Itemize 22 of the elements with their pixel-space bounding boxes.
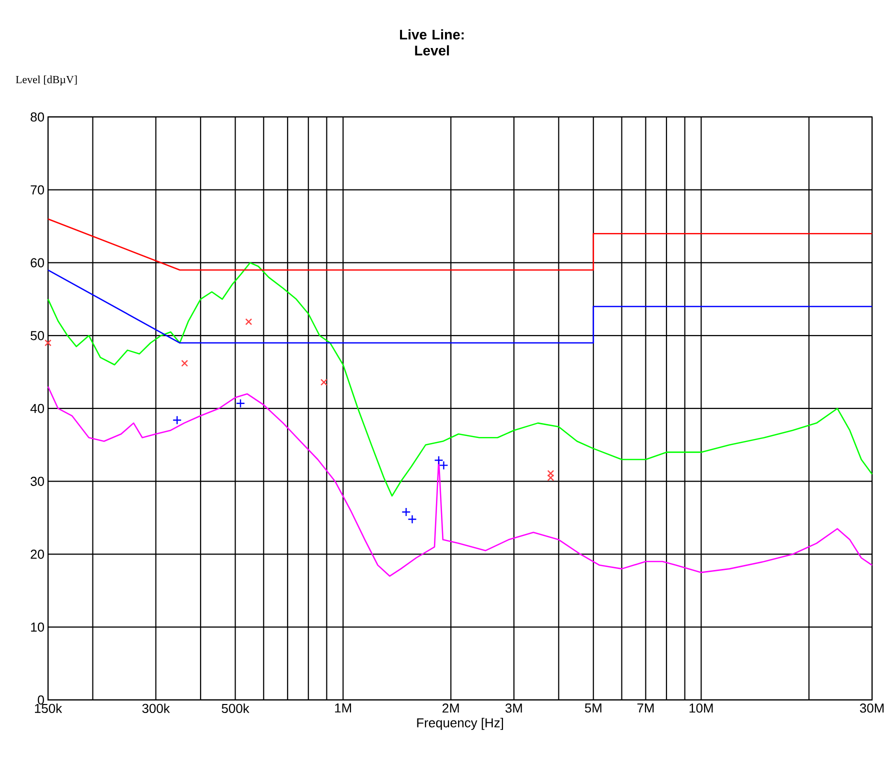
x-tick-label: 10M (690, 704, 713, 713)
x-tick-label: 150k (34, 704, 62, 714)
x-tick-label: 7M (637, 704, 654, 712)
x-tick-label: 3M (505, 704, 522, 713)
x-tick-label: 500k (222, 704, 250, 714)
x-tick-label: 30M (860, 704, 884, 713)
x-tick-label: 300k (142, 704, 170, 714)
y-tick-label: 10 (31, 622, 44, 632)
chart-title: Live Line: Level (400, 29, 464, 56)
y-tick-label: 0 (38, 695, 44, 705)
y-tick-label: 50 (30, 331, 44, 340)
y-tick-label: 40 (30, 404, 44, 414)
y-tick-label: 30 (30, 476, 44, 486)
x-axis-title: Frequency [Hz] (417, 718, 503, 730)
y-tick-label: 60 (30, 258, 44, 268)
x-tick-label: 1M (335, 704, 352, 712)
y-tick-label: 70 (30, 185, 44, 194)
y-axis-title: Level [dBµV] (16, 76, 77, 86)
x-tick-label: 2M (442, 704, 459, 713)
y-tick-label: 80 (30, 112, 44, 122)
y-tick-label: 20 (30, 550, 44, 559)
x-tick-label: 5M (584, 704, 602, 713)
